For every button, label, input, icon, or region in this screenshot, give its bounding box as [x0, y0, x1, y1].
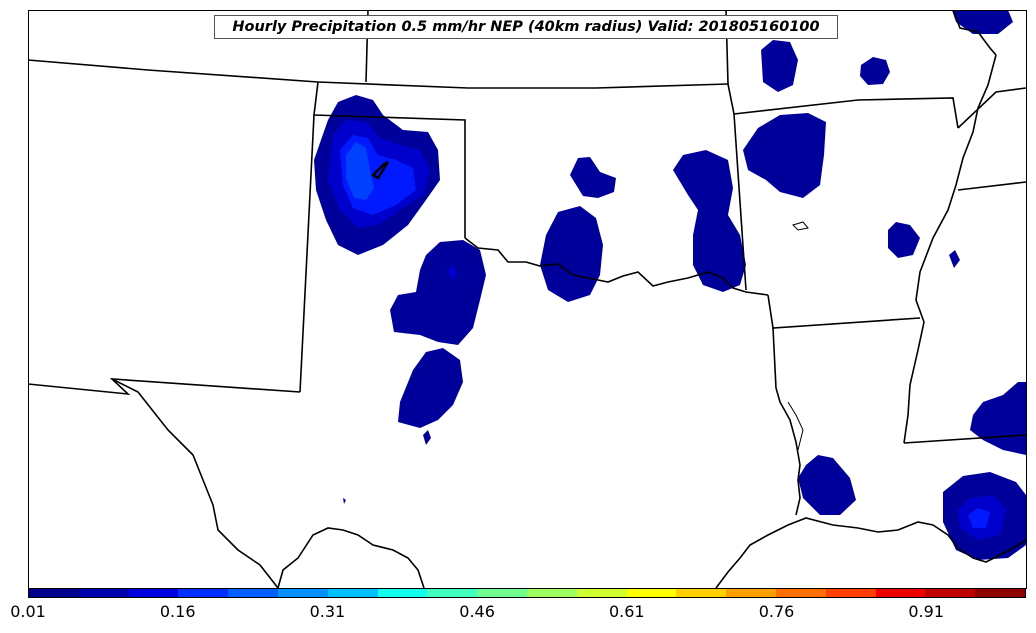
- colorbar-segment: [178, 589, 229, 597]
- colorbar-tick-label: 0.91: [908, 602, 944, 621]
- boundary-colorado-north: [28, 59, 729, 89]
- boundary-texas-southwest: [111, 378, 279, 588]
- colorbar-segment: [427, 589, 478, 597]
- precip-blob: [970, 382, 1026, 455]
- boundary-red-river: [464, 237, 769, 296]
- colorbar-tick-label: 0.61: [608, 602, 645, 621]
- boundary-missouri-east: [957, 87, 1026, 129]
- colorbar-segment: [377, 589, 428, 597]
- boundary-rio-grande: [277, 527, 425, 588]
- precip-blob: [570, 157, 616, 198]
- precip-blob: [446, 265, 458, 280]
- colorbar-tick-label: 0.31: [309, 602, 346, 621]
- colorbar-segment: [526, 589, 577, 597]
- coastline-gulf: [715, 517, 1026, 588]
- precip-blob: [743, 113, 826, 198]
- colorbar: [28, 588, 1026, 598]
- colorbar-segment: [29, 589, 79, 597]
- map-title: Hourly Precipitation 0.5 mm/hr NEP (40km…: [214, 15, 838, 39]
- colorbar-segment: [875, 589, 926, 597]
- precip-blob: [798, 455, 856, 515]
- precip-blob: [968, 508, 990, 528]
- colorbar-segment: [975, 589, 1025, 597]
- precip-blob: [343, 498, 346, 504]
- precip-blob: [423, 430, 431, 445]
- precip-blob: [540, 206, 603, 302]
- colorbar-tick-label: 0.01: [10, 602, 46, 621]
- lake-outline: [792, 221, 809, 231]
- colorbar-tick-labels: 0.01 0.16 0.31 0.46 0.61 0.76 0.91: [0, 600, 1036, 630]
- coast-detail: [787, 401, 804, 451]
- colorbar-segment: [925, 589, 976, 597]
- precipitation-areas: [314, 10, 1026, 560]
- precip-blob: [860, 57, 890, 85]
- colorbar-segment: [277, 589, 328, 597]
- precip-blob: [390, 240, 486, 345]
- precip-blob: [952, 10, 1013, 34]
- boundary-nm-west: [299, 114, 315, 393]
- boundary-tennessee: [957, 181, 1026, 191]
- boundary-ms-south: [903, 434, 1026, 444]
- precip-blob: [949, 250, 960, 268]
- boundary-arkansas-south: [767, 294, 921, 329]
- boundary-texas-west: [28, 378, 301, 396]
- precip-blob: [761, 40, 798, 92]
- lake-outline: [370, 160, 390, 180]
- colorbar-segment: [128, 589, 179, 597]
- colorbar-segment: [775, 589, 826, 597]
- colorbar-segment: [676, 589, 727, 597]
- colorbar-segment: [626, 589, 677, 597]
- state-boundaries: [28, 10, 1026, 588]
- precip-blob: [673, 150, 746, 292]
- map-canvas: [28, 10, 1026, 588]
- boundary-ok-ar: [733, 113, 747, 291]
- colorbar-tick-label: 0.76: [758, 602, 795, 621]
- precip-blob: [346, 142, 374, 200]
- boundary-kentucky: [952, 10, 997, 56]
- colorbar-segment: [825, 589, 876, 597]
- colorbar-segment: [726, 589, 776, 597]
- colorbar-segment: [477, 589, 527, 597]
- colorbar-segment: [576, 589, 627, 597]
- boundary-mississippi-river: [903, 54, 997, 444]
- boundary-arkansas-north: [733, 97, 959, 129]
- precip-blob: [398, 348, 463, 428]
- colorbar-tick-label: 0.46: [459, 602, 495, 621]
- colorbar-segment: [327, 589, 378, 597]
- colorbar-tick-label: 0.16: [159, 602, 196, 621]
- precip-blob: [888, 222, 920, 258]
- boundary-texas-louisiana: [772, 327, 801, 516]
- colorbar-segment: [78, 589, 129, 597]
- boundary-nm-north: [313, 81, 466, 238]
- colorbar-segment: [228, 589, 278, 597]
